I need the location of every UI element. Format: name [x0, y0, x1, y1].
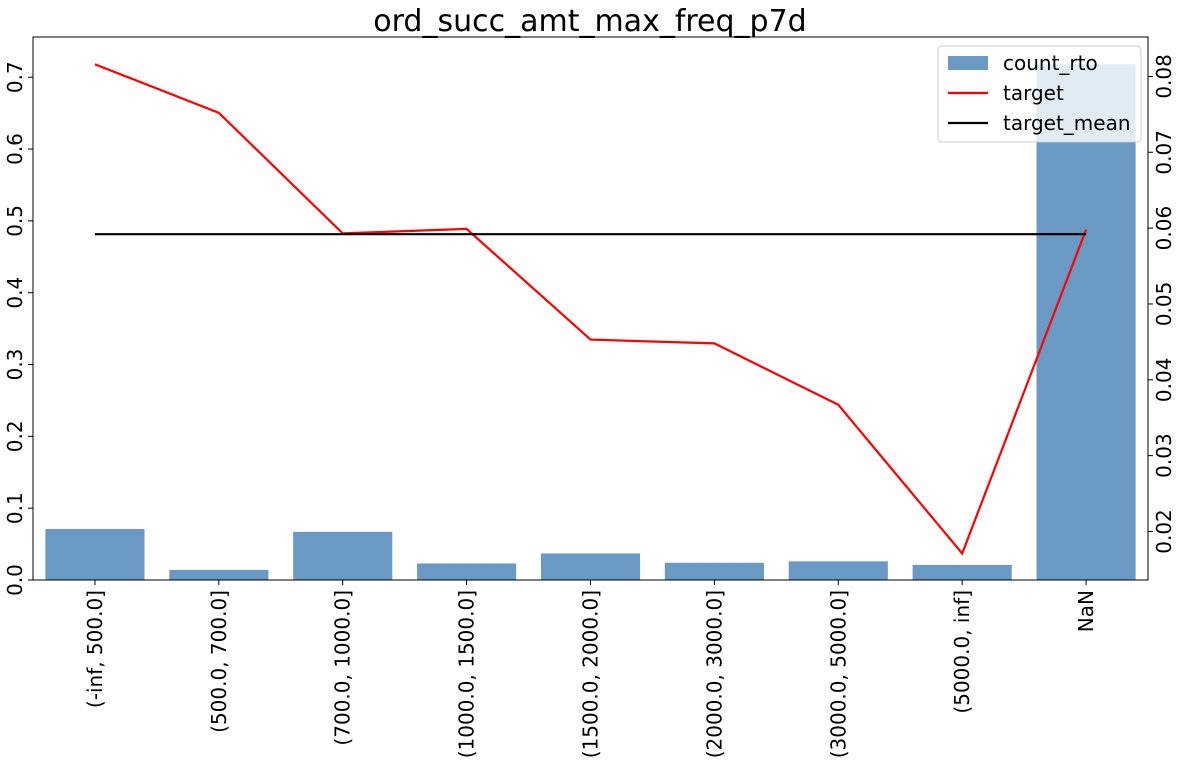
x-tick-label: (3000.0, 5000.0] — [826, 590, 850, 758]
bar-count_rto-3 — [417, 563, 517, 580]
x-tick-label: (-inf, 500.0] — [83, 590, 107, 708]
x-tick-label: (2000.0, 3000.0] — [702, 590, 726, 758]
y-left-tick-label: 0.6 — [3, 133, 27, 165]
bar-count_rto-4 — [540, 553, 641, 580]
y-right-tick-label: 0.06 — [1152, 206, 1176, 251]
bar-count_rto-8 — [1036, 64, 1136, 581]
axes-layer: 0.0 0.1 0.2 0.3 0.4 0.5 0.6 0.7 0.02 0.03 0.04 0.05… — [3, 36, 1176, 758]
bar-count_rto-0 — [45, 529, 145, 580]
y-right-tick-label: 0.07 — [1152, 130, 1176, 175]
y-left-tick-label: 0.5 — [3, 205, 27, 237]
x-tick-label: (1000.0, 1500.0] — [455, 590, 479, 758]
x-tick-label: (700.0, 1000.0] — [331, 590, 355, 746]
y-right-tick-label: 0.03 — [1152, 433, 1176, 478]
y-left-tick-label: 0.7 — [3, 61, 27, 93]
legend-label-target: target — [1003, 81, 1064, 105]
x-tick-label: (1500.0, 2000.0] — [579, 590, 603, 758]
bar-count_rto-6 — [788, 561, 888, 580]
legend-label-count_rto: count_rto — [1003, 51, 1098, 75]
line-series-target — [94, 63, 1088, 556]
y-left-tick-label: 0.2 — [3, 420, 27, 452]
chart-title: ord_succ_amt_max_freq_p7d — [373, 4, 806, 39]
y-right-tick-label: 0.05 — [1152, 282, 1176, 327]
y-left-tick-label: 0.0 — [3, 564, 27, 596]
y-right-tick-label: 0.02 — [1152, 509, 1176, 554]
y-left-tick-label: 0.4 — [3, 277, 27, 309]
bar-count_rto-2 — [293, 531, 393, 580]
x-tick-label: NaN — [1074, 590, 1098, 632]
legend-label-target_mean: target_mean — [1003, 111, 1131, 135]
bars-layer — [45, 64, 1136, 581]
bar-count_rto-5 — [664, 562, 764, 580]
x-tick-label: (500.0, 700.0] — [207, 590, 231, 733]
x-tick-label: (5000.0, inf] — [950, 590, 974, 714]
lines-layer — [94, 63, 1088, 556]
bar-count_rto-1 — [169, 569, 269, 580]
y-left-tick-label: 0.3 — [3, 349, 27, 381]
legend-box — [937, 45, 1142, 143]
y-right-tick-label: 0.08 — [1152, 54, 1176, 99]
y-right-tick-label: 0.04 — [1152, 358, 1176, 403]
legend-swatch-count_rto — [948, 56, 988, 70]
bar-count_rto-7 — [912, 564, 1012, 580]
y-left-tick-label: 0.1 — [3, 492, 27, 524]
